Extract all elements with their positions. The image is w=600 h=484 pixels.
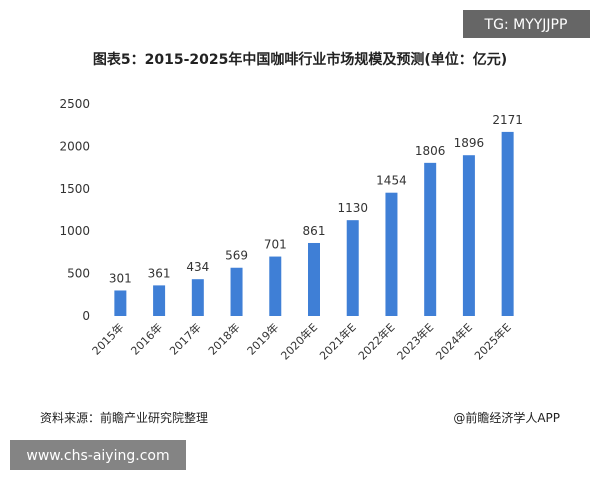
bar [462, 155, 475, 316]
badge-box [463, 10, 590, 38]
y-tick-label: 1500 [59, 182, 90, 196]
data-label: 1454 [376, 174, 407, 188]
badge: TG: MYYJJPP [484, 17, 568, 33]
data-label: 1896 [454, 136, 485, 150]
data-label: 2171 [492, 113, 523, 127]
data-label: 861 [303, 224, 326, 238]
source-note: 资料来源：前瞻产业研究院整理 [40, 410, 208, 425]
site: www.chs-aiying.com [26, 448, 169, 464]
data-label: 361 [148, 266, 171, 280]
data-label: 569 [225, 249, 248, 263]
y-tick-label: 2500 [59, 97, 90, 111]
data-label: 701 [264, 238, 287, 252]
bar [308, 242, 320, 316]
bar [385, 192, 398, 316]
bar [424, 162, 437, 316]
data-label: 301 [109, 271, 132, 285]
credit: @前瞻经济学人APP [453, 410, 560, 425]
y-tick-label: 1000 [59, 224, 90, 238]
bar [269, 256, 282, 316]
chart-title: 图表5：2015-2025年中国咖啡行业市场规模及预测(单位：亿元) [93, 51, 507, 68]
y-tick-label: 500 [67, 267, 90, 281]
bar [153, 285, 166, 316]
y-tick-label: 2000 [59, 139, 90, 153]
data-label: 1806 [415, 144, 446, 158]
site-box [10, 440, 186, 470]
bar [191, 279, 204, 316]
data-label: 434 [186, 260, 209, 274]
bar [114, 290, 127, 316]
bar [501, 131, 514, 316]
bar [230, 267, 243, 316]
data-label: 1130 [337, 201, 368, 215]
y-tick-label: 0 [82, 309, 90, 323]
bar [346, 220, 359, 316]
